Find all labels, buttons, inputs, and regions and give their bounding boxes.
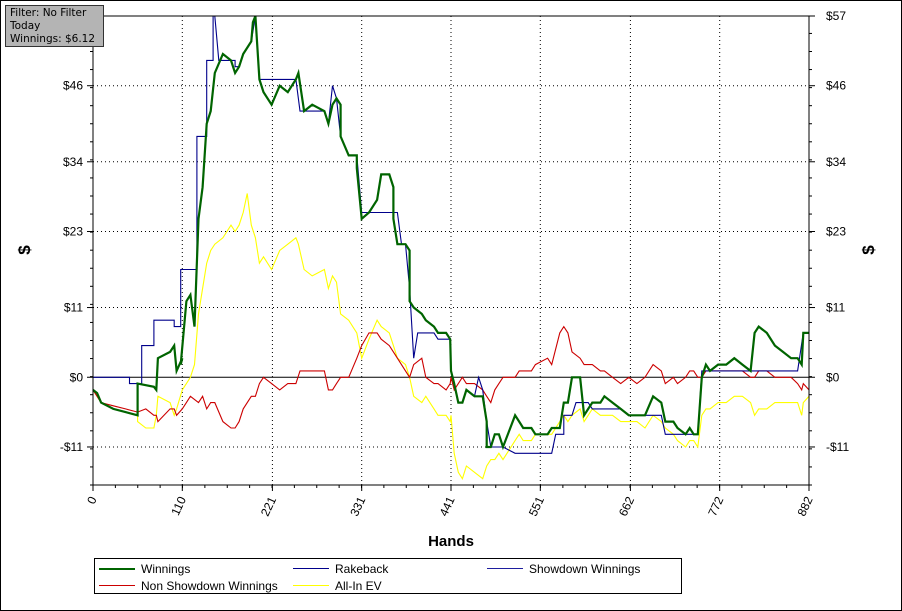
y-axis-label-right: $ <box>859 245 878 255</box>
y-tick-label-left: $0 <box>70 370 84 384</box>
legend-label-showdown: Showdown Winnings <box>529 562 641 576</box>
series-line-winnings <box>92 15 809 451</box>
legend-swatch-winnings <box>99 568 135 570</box>
plot-border <box>92 15 810 486</box>
legend-label-rakeback: Rakeback <box>335 562 389 576</box>
series-line-rakeback <box>93 15 809 454</box>
series-line-allin <box>92 193 810 480</box>
y-tick-label-left: -$11 <box>60 440 83 454</box>
x-tick-label: 110 <box>168 494 189 518</box>
legend-swatch-nonshowdown <box>99 585 135 586</box>
x-tick-label: 441 <box>437 494 458 518</box>
x-tick-label: 0 <box>84 494 100 506</box>
y-tick-label-right: $57 <box>826 9 846 23</box>
winnings-total-label: Winnings: $6.12 <box>10 33 96 45</box>
x-tick-label: 772 <box>705 494 726 518</box>
filter-info-box: Filter: No Filter Today Winnings: $6.12 <box>5 5 104 47</box>
filter-label: Filter: No Filter <box>10 7 87 19</box>
y-tick-label-right: $34 <box>826 155 846 169</box>
x-tick-label: 331 <box>347 494 368 518</box>
y-tick-label-right: $46 <box>826 79 846 93</box>
series-line-nonshowdown <box>92 325 810 429</box>
legend-swatch-showdown <box>487 568 523 569</box>
legend: Winnings Rakeback Showdown Winnings Non … <box>94 558 682 594</box>
y-tick-label-right: -$11 <box>826 440 849 454</box>
y-tick-label-left: $46 <box>63 79 83 93</box>
x-tick-label: 221 <box>258 494 279 518</box>
date-range-label: Today <box>10 20 41 32</box>
y-tick-label-left: $34 <box>63 155 83 169</box>
legend-label-winnings: Winnings <box>141 562 191 576</box>
y-tick-label-right: $11 <box>826 301 845 315</box>
y-axis-label-left: $ <box>15 245 34 255</box>
y-tick-label-left: $23 <box>63 224 83 238</box>
x-axis-label: Hands <box>428 533 474 550</box>
legend-label-allin: All-In EV <box>335 579 382 593</box>
legend-swatch-rakeback <box>293 568 329 569</box>
legend-label-nonshowdown: Non Showdown Winnings <box>141 579 278 593</box>
y-tick-label-left: $11 <box>64 301 83 315</box>
y-tick-label-right: $23 <box>826 224 846 238</box>
x-tick-label: 882 <box>795 494 816 518</box>
x-tick-label: 662 <box>616 494 637 518</box>
y-tick-label-right: $0 <box>826 370 840 384</box>
legend-swatch-allin <box>293 585 329 586</box>
axes: 0110221331441551662772882$57$57$46$46$34… <box>60 9 850 518</box>
x-tick-label: 551 <box>526 494 547 518</box>
series-lines <box>92 15 810 480</box>
